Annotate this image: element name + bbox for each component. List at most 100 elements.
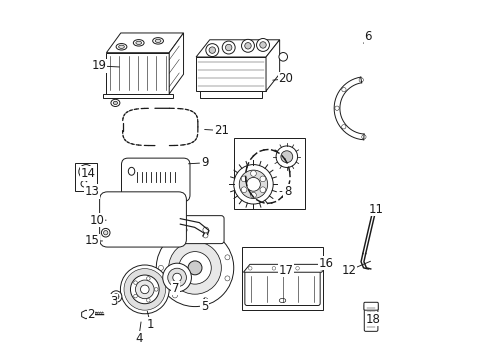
Text: 10: 10 [89, 214, 104, 227]
Text: 8: 8 [283, 185, 291, 198]
FancyBboxPatch shape [121, 158, 190, 202]
Text: 17: 17 [278, 264, 293, 277]
Polygon shape [196, 40, 279, 57]
Circle shape [222, 41, 235, 54]
Ellipse shape [119, 45, 124, 48]
Polygon shape [243, 264, 327, 272]
Circle shape [146, 298, 150, 302]
Circle shape [248, 266, 251, 270]
Circle shape [203, 298, 207, 303]
Polygon shape [196, 57, 265, 91]
Circle shape [276, 146, 297, 167]
Bar [241, 247, 323, 310]
FancyBboxPatch shape [364, 304, 377, 331]
Circle shape [244, 42, 251, 49]
Circle shape [158, 265, 163, 270]
Text: 14: 14 [80, 167, 95, 180]
Circle shape [172, 238, 177, 243]
Text: 2: 2 [87, 308, 95, 321]
Circle shape [140, 285, 149, 294]
Circle shape [103, 230, 108, 235]
Circle shape [260, 176, 265, 182]
Text: 5: 5 [200, 300, 207, 313]
Circle shape [120, 265, 169, 314]
Text: 11: 11 [368, 203, 383, 216]
Circle shape [241, 176, 246, 182]
Circle shape [278, 53, 287, 61]
Circle shape [133, 294, 137, 298]
Ellipse shape [155, 39, 161, 42]
Circle shape [224, 276, 229, 281]
Text: 4: 4 [135, 332, 142, 345]
Polygon shape [81, 310, 90, 319]
Circle shape [81, 167, 90, 176]
Circle shape [168, 242, 221, 294]
Circle shape [209, 47, 215, 53]
Bar [233, 138, 304, 210]
Circle shape [225, 44, 231, 51]
Circle shape [172, 293, 177, 298]
Ellipse shape [152, 38, 163, 44]
Text: 12: 12 [341, 264, 356, 277]
Ellipse shape [136, 41, 142, 44]
Circle shape [341, 125, 345, 129]
Text: 18: 18 [365, 312, 380, 326]
FancyBboxPatch shape [100, 192, 186, 247]
Circle shape [241, 187, 246, 193]
Text: 19: 19 [92, 59, 106, 72]
Circle shape [271, 266, 275, 270]
Circle shape [334, 106, 339, 110]
Ellipse shape [279, 298, 285, 303]
FancyBboxPatch shape [363, 302, 378, 310]
Polygon shape [106, 53, 169, 94]
Ellipse shape [116, 44, 126, 50]
Ellipse shape [133, 40, 144, 46]
Circle shape [124, 269, 165, 310]
Ellipse shape [128, 167, 135, 175]
Circle shape [79, 165, 93, 179]
Polygon shape [102, 94, 172, 98]
Circle shape [259, 42, 265, 48]
Circle shape [233, 165, 273, 204]
Circle shape [110, 291, 122, 302]
Text: 6: 6 [364, 30, 371, 43]
Circle shape [358, 78, 363, 82]
Circle shape [179, 252, 211, 284]
Bar [75, 163, 97, 191]
Polygon shape [106, 33, 183, 53]
FancyBboxPatch shape [166, 216, 224, 244]
Circle shape [203, 227, 208, 233]
Circle shape [101, 228, 110, 237]
Text: 16: 16 [318, 257, 333, 270]
Circle shape [260, 187, 265, 193]
Circle shape [319, 266, 323, 270]
Text: 21: 21 [213, 124, 228, 137]
Circle shape [341, 87, 346, 92]
Circle shape [113, 294, 119, 300]
Text: 9: 9 [201, 156, 208, 169]
Circle shape [135, 280, 154, 299]
Text: 15: 15 [84, 234, 100, 247]
Circle shape [172, 273, 181, 282]
Circle shape [205, 44, 218, 57]
Circle shape [156, 229, 233, 307]
Circle shape [224, 255, 229, 260]
Circle shape [250, 192, 256, 198]
FancyBboxPatch shape [244, 270, 320, 306]
Polygon shape [169, 33, 183, 94]
Circle shape [246, 177, 260, 191]
Circle shape [241, 39, 254, 52]
Polygon shape [199, 91, 262, 98]
Text: 20: 20 [278, 72, 293, 85]
Text: 13: 13 [84, 185, 100, 198]
Text: 3: 3 [110, 295, 117, 308]
Text: 7: 7 [172, 282, 179, 295]
Circle shape [181, 227, 187, 233]
Circle shape [295, 266, 299, 270]
Circle shape [188, 261, 202, 275]
Circle shape [280, 151, 292, 163]
Circle shape [361, 135, 366, 139]
Circle shape [130, 275, 159, 304]
Circle shape [154, 288, 158, 291]
Circle shape [133, 281, 137, 284]
